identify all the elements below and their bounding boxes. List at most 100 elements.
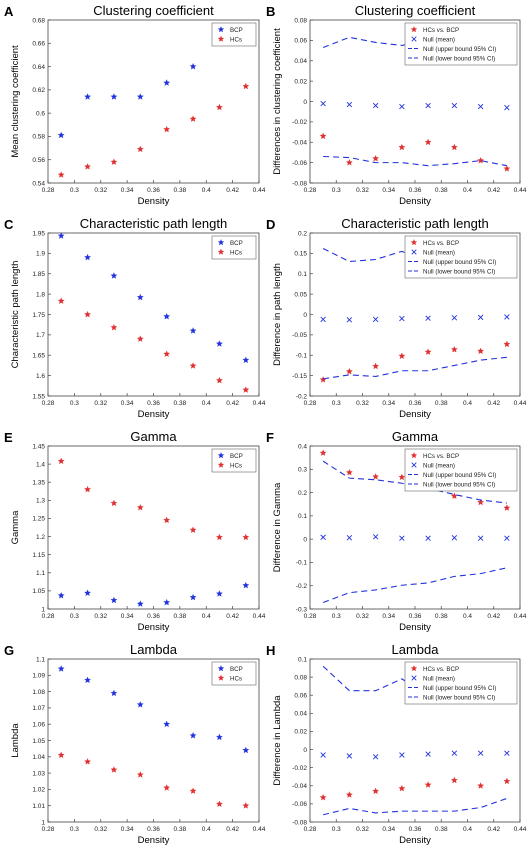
data-point-hcs: [84, 310, 91, 318]
y-tick-label: 0.06: [294, 693, 307, 700]
x-tick-label: 0.28: [304, 826, 317, 833]
y-tick-label: 1.1: [36, 570, 45, 577]
y-tick-label: 1.1: [36, 656, 45, 663]
series-line-null-lower-bound-95-ci: [322, 567, 507, 603]
y-tick-label: 0.2: [298, 230, 307, 237]
y-tick-label: 1.03: [32, 770, 45, 777]
y-tick-label: 0.05: [294, 291, 307, 298]
x-tick-label: 0.34: [121, 826, 134, 833]
data-point-hcs-vs-bcp: [319, 132, 327, 140]
data-point-null-mean: [504, 535, 510, 541]
data-point-null-mean: [451, 102, 458, 109]
data-point-bcp: [163, 79, 171, 86]
data-point-null-mean: [399, 535, 405, 541]
data-point-hcs-vs-bcp: [424, 138, 432, 146]
data-point-hcs: [189, 362, 197, 369]
data-point-hcs-vs-bcp: [424, 781, 432, 788]
y-tick-label: 0.06: [294, 38, 307, 45]
x-tick-label: 0.4: [202, 400, 211, 407]
legend-marker: [411, 675, 417, 681]
y-tick-label: 0.64: [32, 64, 45, 71]
y-tick-label: 1.35: [32, 480, 45, 487]
data-point-null-mean: [477, 314, 484, 321]
data-point-null-mean: [320, 752, 326, 758]
y-tick-label: 0.56: [32, 157, 45, 164]
series-line-null-lower-bound-95-ci: [323, 356, 507, 380]
data-point-hcs-vs-bcp: [398, 473, 406, 481]
x-axis-label: Density: [399, 409, 431, 420]
y-tick-label: 0.6: [36, 110, 45, 117]
y-tick-label: 1.15: [32, 552, 45, 559]
legend-label: Null (lower bound 95% CI): [423, 694, 495, 701]
legend-marker: [410, 452, 418, 459]
y-tick-label: 1.08: [32, 689, 45, 696]
x-tick-label: 0.38: [435, 613, 448, 620]
x-tick-label: 0.4: [202, 187, 211, 194]
data-point-bcp: [136, 701, 144, 708]
y-tick-label: 1: [41, 819, 45, 826]
legend-label: HCs vs. BCP: [423, 666, 459, 673]
x-axis-label: Density: [399, 196, 431, 207]
y-tick-label: 0.04: [294, 58, 307, 65]
x-tick-label: 0.32: [94, 826, 107, 833]
y-tick-label: 0.54: [32, 180, 45, 187]
series-line-null-lower-bound-95-ci: [323, 155, 507, 167]
y-tick-label: -0.04: [292, 140, 307, 147]
y-tick-label: 1.9: [36, 251, 45, 258]
data-point-bcp: [110, 596, 118, 604]
data-point-null-mean: [425, 751, 431, 757]
x-tick-label: 0.28: [42, 187, 55, 194]
legend-marker: [410, 665, 418, 672]
x-tick-label: 0.32: [94, 187, 107, 194]
series-line-null-lower-bound-95-ci: [322, 797, 508, 816]
data-point-hcs-vs-bcp: [345, 367, 353, 375]
x-tick-label: 0.34: [382, 400, 395, 407]
data-point-null-mean: [372, 534, 379, 540]
legend-label: Null (upper bound 95% CI): [423, 259, 496, 266]
data-point-hcs: [216, 376, 223, 384]
data-point-bcp: [189, 327, 197, 334]
y-tick-label: -0.04: [292, 783, 307, 790]
data-point-bcp: [242, 746, 250, 754]
legend-label: Null (mean): [423, 675, 455, 682]
plot-area: [47, 445, 260, 610]
data-point-bcp: [163, 598, 171, 606]
y-tick-label: 0.1: [298, 271, 307, 278]
x-tick-label: 0.38: [435, 400, 448, 407]
x-axis-label: Density: [138, 196, 170, 207]
x-tick-label: 0.32: [356, 400, 369, 407]
x-tick-label: 0.3: [332, 826, 341, 833]
x-tick-label: 0.3: [70, 826, 79, 833]
y-tick-label: 1.8: [36, 291, 45, 298]
y-axis-label: Difference in Gamma: [272, 482, 283, 572]
x-tick-label: 0.28: [304, 187, 317, 194]
legend-marker: [217, 35, 225, 42]
data-point-hcs-vs-bcp: [450, 143, 458, 151]
x-tick-label: 0.38: [174, 400, 187, 407]
legend-marker: [217, 674, 225, 681]
chart-title: Lambda: [130, 642, 178, 657]
x-axis-label: Density: [399, 835, 431, 846]
y-tick-label: 0.1: [298, 656, 307, 663]
chart-title: Gamma: [392, 429, 439, 444]
data-point-null-mean: [346, 753, 353, 759]
data-point-hcs: [57, 751, 65, 759]
data-point-null-mean: [320, 534, 326, 540]
data-point-hcs: [216, 800, 223, 807]
data-point-bcp: [57, 592, 65, 599]
legend-marker: [410, 239, 418, 246]
legend-marker: [217, 452, 225, 459]
x-tick-label: 0.42: [226, 187, 239, 194]
x-tick-label: 0.34: [121, 400, 134, 407]
y-tick-label: 1.05: [32, 588, 45, 595]
x-tick-label: 0.3: [70, 400, 79, 407]
x-tick-label: 0.3: [332, 400, 341, 407]
legend-label: BCP: [230, 666, 243, 673]
data-point-hcs: [57, 171, 65, 178]
x-tick-label: 0.42: [487, 826, 500, 833]
data-point-hcs: [216, 103, 223, 111]
x-tick-label: 0.36: [147, 187, 160, 194]
y-axis-label: Difference in Lambda: [272, 695, 283, 786]
data-point-bcp: [189, 732, 197, 739]
data-point-null-mean: [477, 535, 484, 541]
